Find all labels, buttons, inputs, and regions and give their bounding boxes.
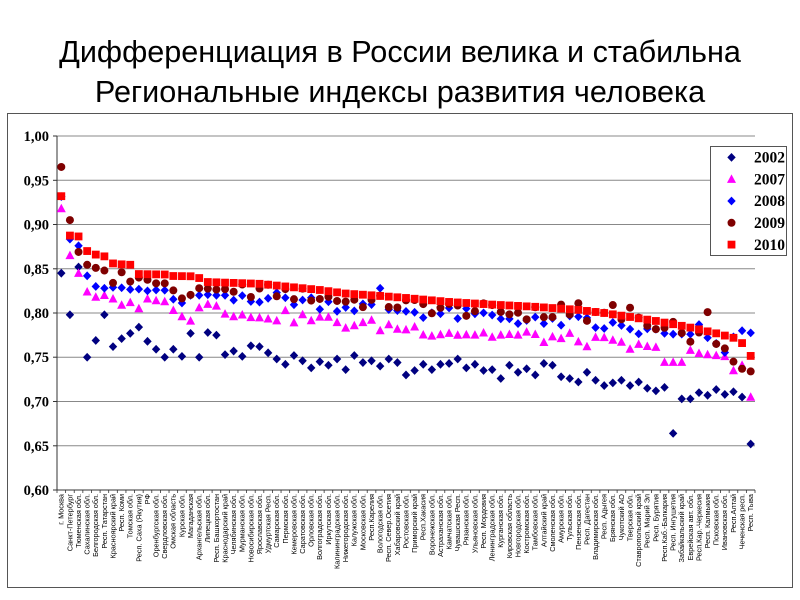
svg-text:Краснодарский край: Краснодарский край (220, 494, 229, 563)
svg-text:Амурская обл.: Амурская обл. (557, 494, 566, 543)
svg-text:Тверская обл.: Тверская обл. (625, 494, 634, 541)
svg-text:Ленинградская обл.: Ленинградская обл. (488, 494, 497, 561)
svg-text:Тюменская обл.: Тюменская обл. (74, 494, 83, 548)
svg-text:0,70: 0,70 (24, 395, 49, 411)
svg-text:Московская обл.: Московская обл. (358, 494, 367, 550)
svg-text:2009: 2009 (754, 215, 785, 232)
svg-text:0,95: 0,95 (24, 173, 49, 189)
svg-text:Псковская обл.: Псковская обл. (712, 494, 721, 545)
svg-text:Ивановская обл.: Ивановская обл. (720, 494, 729, 550)
svg-text:Пермская обл.: Пермская обл. (281, 494, 290, 544)
svg-text:Респ. Саха (Якутия): Респ. Саха (Якутия) (134, 494, 143, 562)
svg-text:Чувашская Респ.: Чувашская Респ. (453, 494, 462, 552)
svg-text:Саратовская обл.: Саратовская обл. (298, 494, 307, 554)
svg-text:Респ. Калмыкия: Респ. Калмыкия (703, 494, 712, 548)
svg-text:2007: 2007 (754, 171, 785, 188)
svg-text:Тамбовская обл.: Тамбовская обл. (531, 494, 540, 550)
svg-text:Санкт-Петербург: Санкт-Петербург (65, 494, 74, 552)
svg-text:Сахалинская обл.: Сахалинская обл. (83, 494, 92, 555)
svg-text:Липецкая обл.: Липецкая обл. (203, 494, 212, 543)
svg-text:Калининградская обл.: Калининградская обл. (332, 494, 341, 569)
svg-text:г. Москва: г. Москва (57, 493, 66, 525)
svg-text:0,75: 0,75 (24, 350, 49, 366)
svg-text:Волгоградская обл.: Волгоградская обл. (315, 494, 324, 560)
svg-text:Хабаровский край: Хабаровский край (393, 494, 402, 555)
svg-text:Новгородская обл.: Новгородская обл. (513, 494, 522, 557)
svg-text:2010: 2010 (754, 237, 785, 254)
svg-text:Калужская обл.: Калужская обл. (350, 494, 359, 546)
svg-text:Владимирская обл.: Владимирская обл. (591, 494, 600, 560)
svg-text:Ярославская обл.: Ярославская обл. (255, 494, 264, 554)
svg-text:Орловская обл.: Орловская обл. (307, 494, 316, 547)
svg-text:Ставропольский край: Ставропольский край (634, 494, 643, 567)
svg-text:Еврейская авт. обл.: Еврейская авт. обл. (686, 494, 695, 561)
svg-text:Самарская обл.: Самарская обл. (272, 494, 281, 548)
svg-text:Кировская область: Кировская область (505, 494, 514, 558)
svg-text:Респ.Каб.-Балкария: Респ.Каб.-Балкария (660, 494, 669, 562)
svg-text:0,60: 0,60 (24, 483, 49, 499)
svg-text:0,90: 0,90 (24, 218, 49, 234)
svg-text:Белгородская обл.: Белгородская обл. (91, 494, 100, 557)
svg-text:Респ. Мордовия: Респ. Мордовия (479, 494, 488, 549)
svg-text:Астраханская обл.: Астраханская обл. (436, 494, 445, 557)
svg-text:Респ.Карелия: Респ.Карелия (367, 494, 376, 541)
svg-text:РФ: РФ (143, 494, 152, 505)
svg-text:Приморский край: Приморский край (410, 494, 419, 553)
svg-text:Курская обл.: Курская обл. (177, 494, 186, 537)
svg-text:2002: 2002 (754, 150, 785, 167)
svg-text:Брянская обл.: Брянская обл. (608, 494, 617, 542)
svg-text:0,85: 0,85 (24, 262, 49, 278)
svg-text:Респ. Башкортостан: Респ. Башкортостан (212, 494, 221, 563)
svg-text:Рязанская обл.: Рязанская обл. (462, 494, 471, 545)
svg-text:Пензенская обл.: Пензенская обл. (574, 494, 583, 550)
svg-text:Респ. Дагестан: Респ. Дагестан (582, 494, 591, 545)
svg-text:Челябинская обл.: Челябинская обл. (229, 494, 238, 554)
svg-text:Респ.Хакасия: Респ.Хакасия (419, 494, 428, 540)
svg-text:Удмуртская Респ.: Удмуртская Респ. (264, 494, 273, 553)
svg-text:Новосибирская обл.: Новосибирская обл. (246, 494, 255, 562)
svg-text:Чукотский АО: Чукотский АО (617, 494, 626, 541)
svg-text:Ростовская обл.: Ростовская обл. (401, 494, 410, 549)
svg-text:Респ. Север.Осетия: Респ. Север.Осетия (384, 494, 393, 562)
svg-text:Респ. Марий Эл: Респ. Марий Эл (643, 494, 652, 548)
svg-text:Респ. Ингушетия: Респ. Ингушетия (669, 494, 678, 551)
svg-text:Кемеровская обл.: Кемеровская обл. (289, 494, 298, 555)
svg-text:Тульская обл.: Тульская обл. (565, 494, 574, 541)
svg-text:Нижегородская обл.: Нижегородская обл. (341, 494, 350, 562)
svg-text:Забайкальский край: Забайкальский край (677, 494, 686, 563)
svg-text:Вологодская обл.: Вологодская обл. (376, 494, 385, 553)
svg-text:0,65: 0,65 (24, 439, 49, 455)
svg-text:2008: 2008 (754, 193, 785, 210)
svg-text:Респ. Адыгея: Респ. Адыгея (600, 494, 609, 539)
svg-text:Чеченская респ.: Чеченская респ. (737, 494, 746, 549)
svg-text:Респ. Тыва: Респ. Тыва (746, 493, 755, 531)
svg-text:1,00: 1,00 (24, 129, 49, 145)
svg-text:Курганская обл.: Курганская обл. (496, 494, 505, 548)
svg-text:Магаданская: Магаданская (186, 494, 195, 538)
svg-text:Смоленская обл.: Смоленская обл. (548, 494, 557, 552)
svg-text:Иркутская обл.: Иркутская обл. (324, 494, 333, 545)
svg-text:0,80: 0,80 (24, 306, 49, 322)
svg-text:Воронежская обл.: Воронежская обл. (427, 494, 436, 555)
svg-text:Камчатская обл.: Камчатская обл. (444, 494, 453, 550)
svg-text:Респ. Бурятия: Респ. Бурятия (651, 494, 660, 542)
svg-text:Респ.Алтай: Респ.Алтай (729, 494, 738, 533)
svg-text:Красноярский край: Красноярский край (108, 494, 117, 559)
svg-text:Оренбургская обл.: Оренбургская обл. (152, 494, 161, 557)
svg-text:Респ. Коми: Респ. Коми (117, 494, 126, 532)
svg-text:Ульяновская обл.: Ульяновская обл. (470, 494, 479, 553)
svg-text:Томская обл.: Томская обл. (126, 494, 135, 538)
svg-text:Респ. Татарстан: Респ. Татарстан (100, 494, 109, 549)
svg-text:Мурманская обл.: Мурманская обл. (238, 494, 247, 552)
svg-text:Архангельская обл.: Архангельская обл. (195, 494, 204, 560)
svg-text:Свердловская обл.: Свердловская обл. (160, 494, 169, 559)
svg-text:Костромская обл.: Костромская обл. (522, 494, 531, 554)
svg-text:Алтайский край: Алтайский край (539, 494, 548, 547)
svg-text:Омская область: Омская область (169, 494, 178, 549)
svg-text:Респ.Кар.-Черкесия: Респ.Кар.-Черкесия (694, 494, 703, 561)
